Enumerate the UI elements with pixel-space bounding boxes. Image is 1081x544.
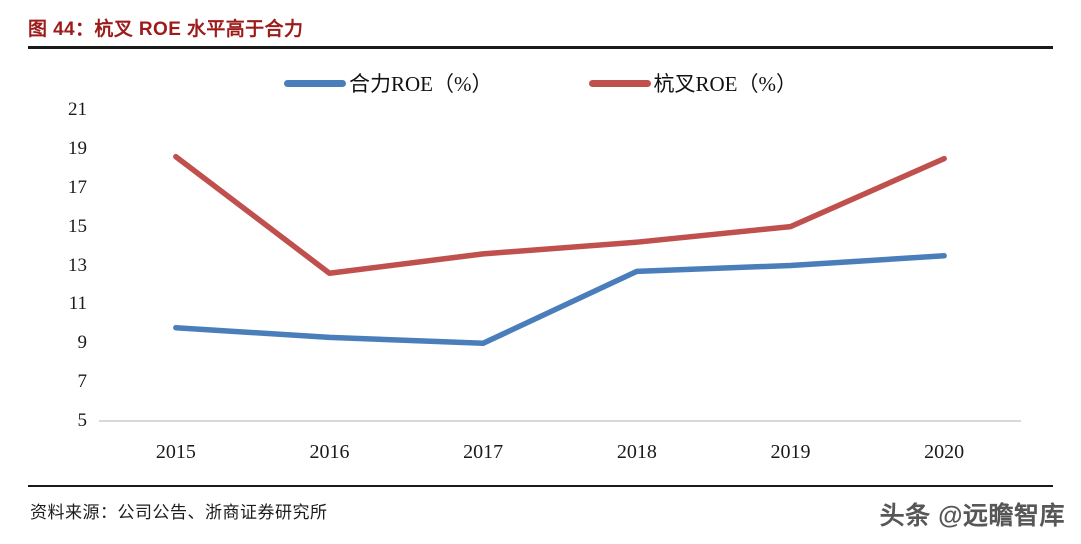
source-note: 资料来源：公司公告、浙商证券研究所 (30, 503, 328, 522)
line-swatch-icon (284, 79, 346, 87)
title-divider (28, 46, 1053, 49)
x-axis-tick-label: 2019 (770, 441, 811, 463)
chart-legend: 合力ROE（%） 杭叉ROE（%） (0, 68, 1081, 98)
legend-item-hangcha[interactable]: 杭叉ROE（%） (588, 68, 798, 98)
y-axis-tick-label: 21 (68, 99, 87, 120)
series-line-hangcha (173, 153, 947, 277)
figure-title-block: 图 44：杭叉 ROE 水平高于合力 (28, 14, 1053, 41)
line-swatch-icon (588, 79, 651, 87)
y-axis-tick-label: 11 (68, 293, 87, 315)
y-axis-tick-label: 19 (68, 137, 87, 159)
y-axis-tick-label: 17 (68, 176, 87, 198)
x-axis-tick-label: 2015 (155, 441, 196, 463)
x-axis-tick-label: 2016 (309, 441, 350, 463)
y-axis-tick-label: 15 (68, 215, 87, 237)
x-axis-tick-label: 2018 (616, 441, 657, 463)
x-axis-tick-label: 2017 (463, 441, 504, 463)
page-title: 图 44：杭叉 ROE 水平高于合力 (28, 19, 304, 40)
legend-item-label: 杭叉ROE（%） (653, 72, 798, 96)
legend-item-heli[interactable]: 合力ROE（%） (284, 68, 493, 98)
y-axis-tick-label: 9 (77, 332, 88, 354)
legend-item-label: 合力ROE（%） (349, 72, 493, 96)
watermark-label: 头条 @远瞻智库 (879, 502, 1065, 530)
series-line-heli (173, 253, 947, 346)
x-axis-tick-label: 2020 (924, 441, 965, 463)
footer-divider (28, 485, 1053, 487)
y-axis-tick-label: 5 (77, 410, 88, 431)
y-axis-tick-label: 13 (68, 254, 87, 276)
y-axis-tick-label: 7 (77, 371, 88, 393)
